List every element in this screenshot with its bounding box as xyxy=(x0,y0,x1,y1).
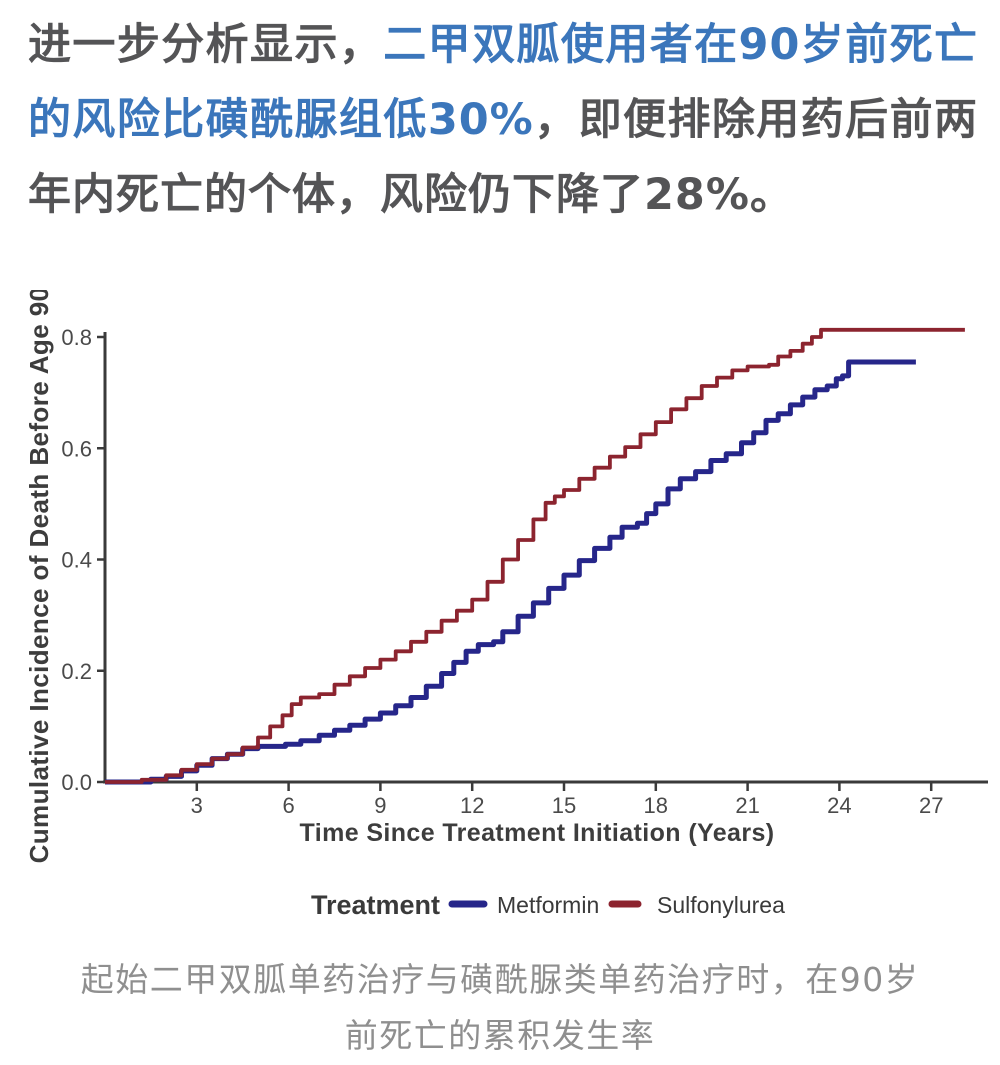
y-tick-label: 0.6 xyxy=(61,436,92,461)
x-tick-label: 6 xyxy=(282,793,294,818)
y-axis-label: Cumulative Incidence of Death Before Age… xyxy=(24,290,54,863)
paragraph-intro-text: 进一步分析显示， xyxy=(28,20,384,70)
x-tick-label: 3 xyxy=(191,793,203,818)
x-axis-label: Time Since Treatment Initiation (Years) xyxy=(300,819,775,847)
y-tick-label: 0.2 xyxy=(61,659,92,684)
series-line-sulfonylurea xyxy=(105,327,965,784)
paragraph-tail-text: ，即便排除用药后前两年内死亡的个体，风险仍下降了28%。 xyxy=(28,95,978,220)
legend-label-sulfonylurea: Sulfonylurea xyxy=(657,892,785,918)
x-tick-label: 9 xyxy=(374,793,386,818)
chart-caption: 起始二甲双胍单药治疗与磺酰脲类单药治疗时，在90岁 前死亡的累积发生率 xyxy=(0,952,1000,1064)
legend: Treatment Metformin Sulfonylurea xyxy=(311,890,785,920)
x-tick-label: 27 xyxy=(919,793,943,818)
caption-line-1: 起始二甲双胍单药治疗与磺酰脲类单药治疗时，在90岁 xyxy=(80,960,920,999)
paragraph: 进一步分析显示，二甲双胍使用者在90岁前死亡的风险比磺酰脲组低30%，即便排除用… xyxy=(28,8,978,233)
y-tick-label: 0.4 xyxy=(61,548,92,573)
y-tick-label: 0.0 xyxy=(61,770,92,795)
y-tick-label: 0.8 xyxy=(61,325,92,350)
legend-label-metformin: Metformin xyxy=(497,892,599,918)
x-tick-label: 12 xyxy=(460,793,484,818)
x-tick-label: 21 xyxy=(735,793,759,818)
plot-area: 3 6 9 12 15 18 21 24 27 0.0 0.2 0.4 0.6 0.8 xyxy=(61,325,988,818)
chart-figure: 3 6 9 12 15 18 21 24 27 0.0 0.2 0.4 0.6 0.8 Cumulativ… xyxy=(0,290,1000,950)
x-tick-label: 24 xyxy=(827,793,851,818)
series-line-metformin xyxy=(105,359,916,785)
cumulative-incidence-chart: 3 6 9 12 15 18 21 24 27 0.0 0.2 0.4 0.6 0.8 Cumulativ… xyxy=(24,290,988,920)
x-tick-label: 15 xyxy=(552,793,576,818)
caption-line-2: 前死亡的累积发生率 xyxy=(344,1016,656,1055)
x-tick-label: 18 xyxy=(644,793,668,818)
legend-title: Treatment xyxy=(311,890,440,920)
highlight-text: 二甲双胍使用者在90岁前死亡的风险比磺酰脲组低30% xyxy=(28,20,978,145)
